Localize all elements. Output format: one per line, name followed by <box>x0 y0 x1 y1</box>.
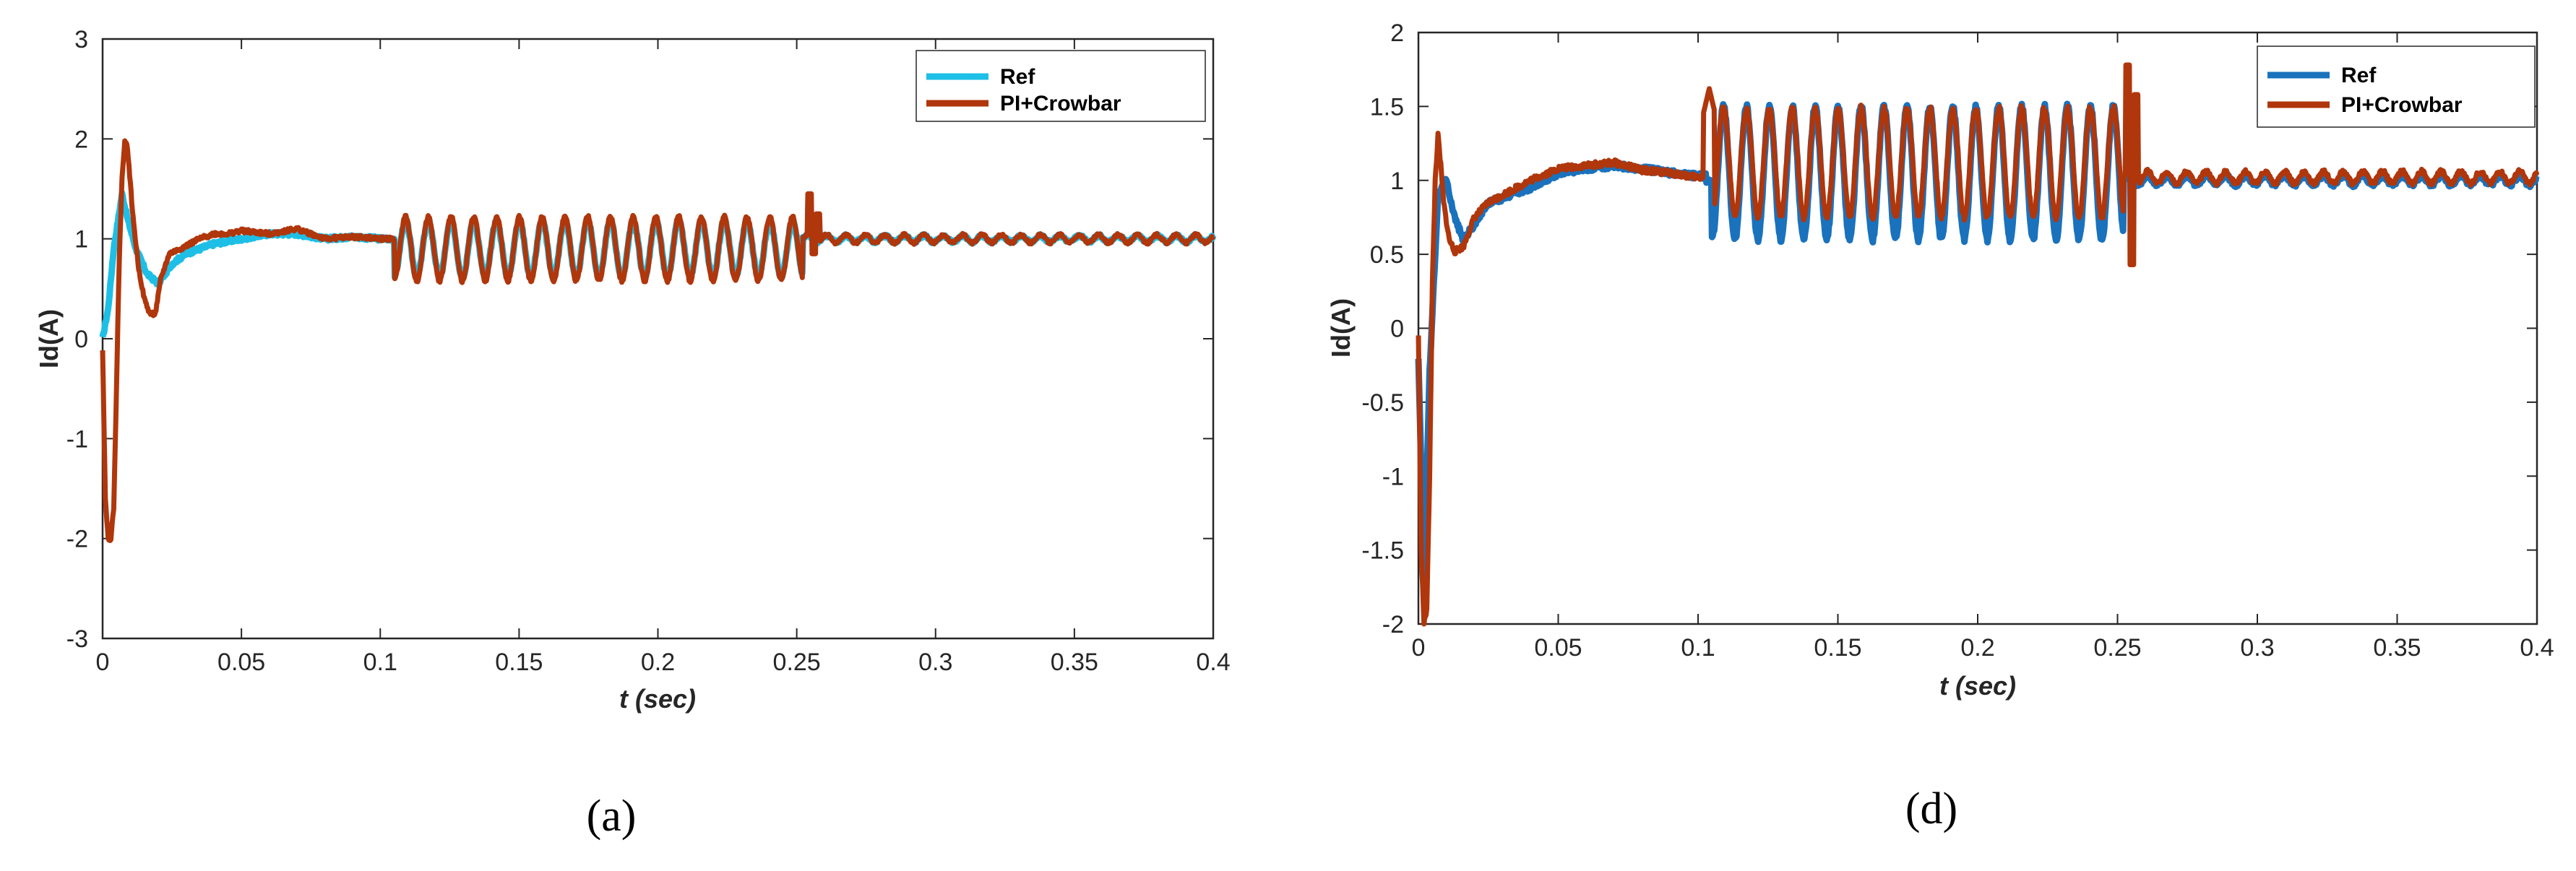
x-tick-label: 0 <box>1412 634 1426 662</box>
y-tick-label: -1.5 <box>1361 537 1404 565</box>
x-tick-label: 0.35 <box>2373 634 2421 662</box>
legend-label-ref-a: Ref <box>1000 65 1035 89</box>
x-tick-label: 0 <box>96 649 110 676</box>
series-line-pi-crowbar <box>1416 62 2540 627</box>
y-tick-label: 3 <box>74 26 88 53</box>
x-tick-label: 0.05 <box>217 649 265 676</box>
y-tick-label: 2 <box>74 126 88 153</box>
chart-panel-d: 0 0.05 0.1 0.15 0.2 0.25 0.3 0.35 0.4 -2 -1.5 -1 -0… <box>1326 20 2554 833</box>
y-tick-label: -1 <box>66 425 88 453</box>
x-tick-label: 0.1 <box>363 649 397 676</box>
y-axis-label-a: Id(A) <box>34 309 64 368</box>
legend-box-a <box>916 50 1206 122</box>
y-ticks-a: -3 -2 -1 0 1 2 3 <box>66 26 1213 653</box>
y-tick-label: -1 <box>1382 463 1404 490</box>
x-tick-label: 0.3 <box>918 649 952 676</box>
x-tick-label: 0.2 <box>1960 634 1994 662</box>
y-tick-label: 1.5 <box>1370 93 1404 121</box>
x-tick-label: 0.15 <box>495 649 543 676</box>
y-tick-label: 1 <box>74 226 88 254</box>
legend-label-pi-d: PI+Crowbar <box>2341 93 2463 117</box>
x-tick-label: 0.2 <box>641 649 675 676</box>
legend-d: Ref PI+Crowbar <box>2257 46 2536 128</box>
chart-panel-a: 0 0.05 0.1 0.15 0.2 0.25 0.3 0.35 0.4 -3 -2 -1 0 1 2 3… <box>34 26 1231 841</box>
x-ticks-a: 0 0.05 0.1 0.15 0.2 0.25 0.3 0.35 0.4 <box>96 39 1231 676</box>
y-axis-label-d: Id(A) <box>1326 298 1356 358</box>
legend-box-d <box>2257 46 2536 128</box>
y-tick-label: 0 <box>1390 316 1404 343</box>
panel-caption-a: (a) <box>587 792 637 841</box>
x-tick-label: 0.4 <box>2520 634 2554 662</box>
y-tick-label: 1 <box>1390 168 1404 195</box>
y-tick-label: -0.5 <box>1361 389 1404 417</box>
legend-label-ref-d: Ref <box>2341 64 2377 87</box>
y-tick-label: 0.5 <box>1370 241 1404 269</box>
x-tick-label: 0.4 <box>1196 649 1230 676</box>
legend-a: Ref PI+Crowbar <box>916 50 1206 122</box>
x-tick-label: 0.25 <box>2093 634 2141 662</box>
x-tick-label: 0.05 <box>1534 634 1582 662</box>
y-tick-label: -3 <box>66 625 88 653</box>
x-tick-label: 0.1 <box>1681 634 1715 662</box>
x-tick-label: 0.35 <box>1051 649 1098 676</box>
x-axis-label-a: t (sec) <box>619 684 696 714</box>
series-lines-a <box>99 138 1217 543</box>
x-tick-label: 0.3 <box>2240 634 2274 662</box>
legend-label-pi-a: PI+Crowbar <box>1000 92 1121 116</box>
y-tick-label: 0 <box>74 326 88 353</box>
x-ticks-d: 0 0.05 0.1 0.15 0.2 0.25 0.3 0.35 0.4 <box>1412 32 2554 662</box>
plot-area-a <box>101 38 1215 640</box>
series-line-pi-crowbar <box>100 138 1216 543</box>
x-tick-label: 0.15 <box>1814 634 1861 662</box>
y-tick-label: -2 <box>66 526 88 553</box>
panel-caption-d: (d) <box>1905 784 1957 833</box>
x-axis-label-d: t (sec) <box>1939 671 2016 701</box>
y-tick-label: -2 <box>1382 611 1404 638</box>
series-lines-d <box>1415 62 2540 627</box>
y-ticks-d: -2 -1.5 -1 -0.5 0 0.5 1 1.5 2 <box>1361 20 2537 638</box>
y-tick-label: 2 <box>1390 20 1404 47</box>
x-tick-label: 0.25 <box>773 649 821 676</box>
